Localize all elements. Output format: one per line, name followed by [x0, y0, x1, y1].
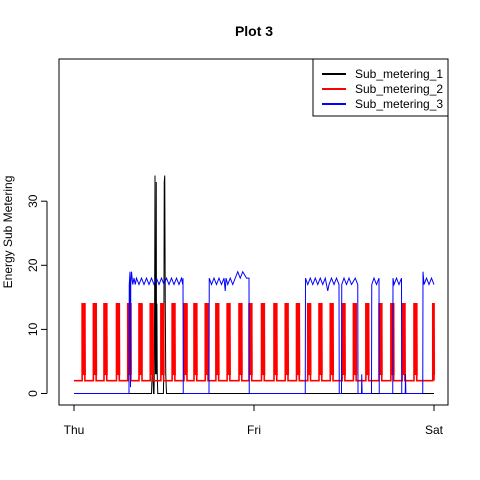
- y-tick-label: 20: [26, 258, 40, 272]
- y-tick-label: 0: [26, 390, 40, 397]
- legend-label: Sub_metering_3: [355, 97, 443, 111]
- series-line: [74, 270, 435, 394]
- x-tick-label: Sat: [425, 423, 444, 437]
- y-axis-label: Energy Sub Metering: [1, 176, 15, 289]
- y-tick-label: 30: [26, 194, 40, 208]
- legend-label: Sub_metering_1: [355, 67, 443, 81]
- plot-layer: [74, 175, 436, 394]
- x-tick-label: Thu: [64, 423, 85, 437]
- x-axis: Thu Fri Sat: [64, 404, 444, 437]
- y-tick-label: 10: [26, 322, 40, 336]
- chart-title: Plot 3: [235, 23, 273, 39]
- series-sub-metering-3: [74, 270, 435, 394]
- x-tick-label: Fri: [247, 423, 261, 437]
- legend-box: [312, 58, 449, 117]
- legend-label: Sub_metering_2: [355, 82, 443, 96]
- legend: Sub_metering_1Sub_metering_2Sub_metering…: [312, 58, 449, 117]
- y-axis: 0 10 20 30: [26, 194, 48, 397]
